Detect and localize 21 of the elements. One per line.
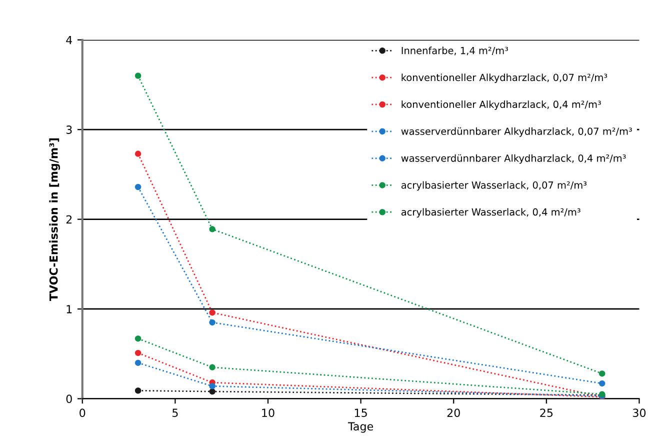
x-tick-label: 15 (354, 408, 367, 418)
y-axis-title: TVOC-Emission in [mg/m³] (49, 138, 60, 302)
x-tick-label: 10 (262, 408, 274, 418)
legend-label: Innenfarbe, 1,4 m²/m³ (402, 46, 508, 56)
x-tick-label: 30 (633, 408, 646, 418)
y-tick-label: 1 (66, 305, 72, 314)
legend-label: konventioneller Alkydharzlack, 0,07 m²/m³ (402, 74, 608, 83)
y-tick-label: 0 (66, 394, 72, 404)
legend-label: acrylbasierter Wasserlack, 0,07 m²/m³ (401, 181, 587, 191)
y-tick-label: 4 (66, 36, 72, 44)
x-tick-label: 20 (447, 408, 460, 418)
x-axis-title: Tage (348, 422, 374, 433)
y-tick-label: 2 (66, 215, 72, 224)
legend-label: wasserverdünnbarer Alkydharzlack, 0,07 m²/m³ (401, 127, 632, 137)
x-tick-label: 0 (80, 408, 86, 418)
legend-label: konventioneller Alkydharzlack, 0,4 m²/m³ (402, 100, 601, 110)
x-tick-label: 25 (540, 408, 553, 418)
x-tick-label: 5 (172, 408, 178, 418)
y-tick-label: 3 (66, 126, 72, 134)
legend-label: wasserverdünnbarer Alkydharzlack, 0,4 m²/m³ (401, 154, 626, 164)
legend-label: acrylbasierter Wasserlack, 0,4 m²/m³ (401, 208, 580, 218)
